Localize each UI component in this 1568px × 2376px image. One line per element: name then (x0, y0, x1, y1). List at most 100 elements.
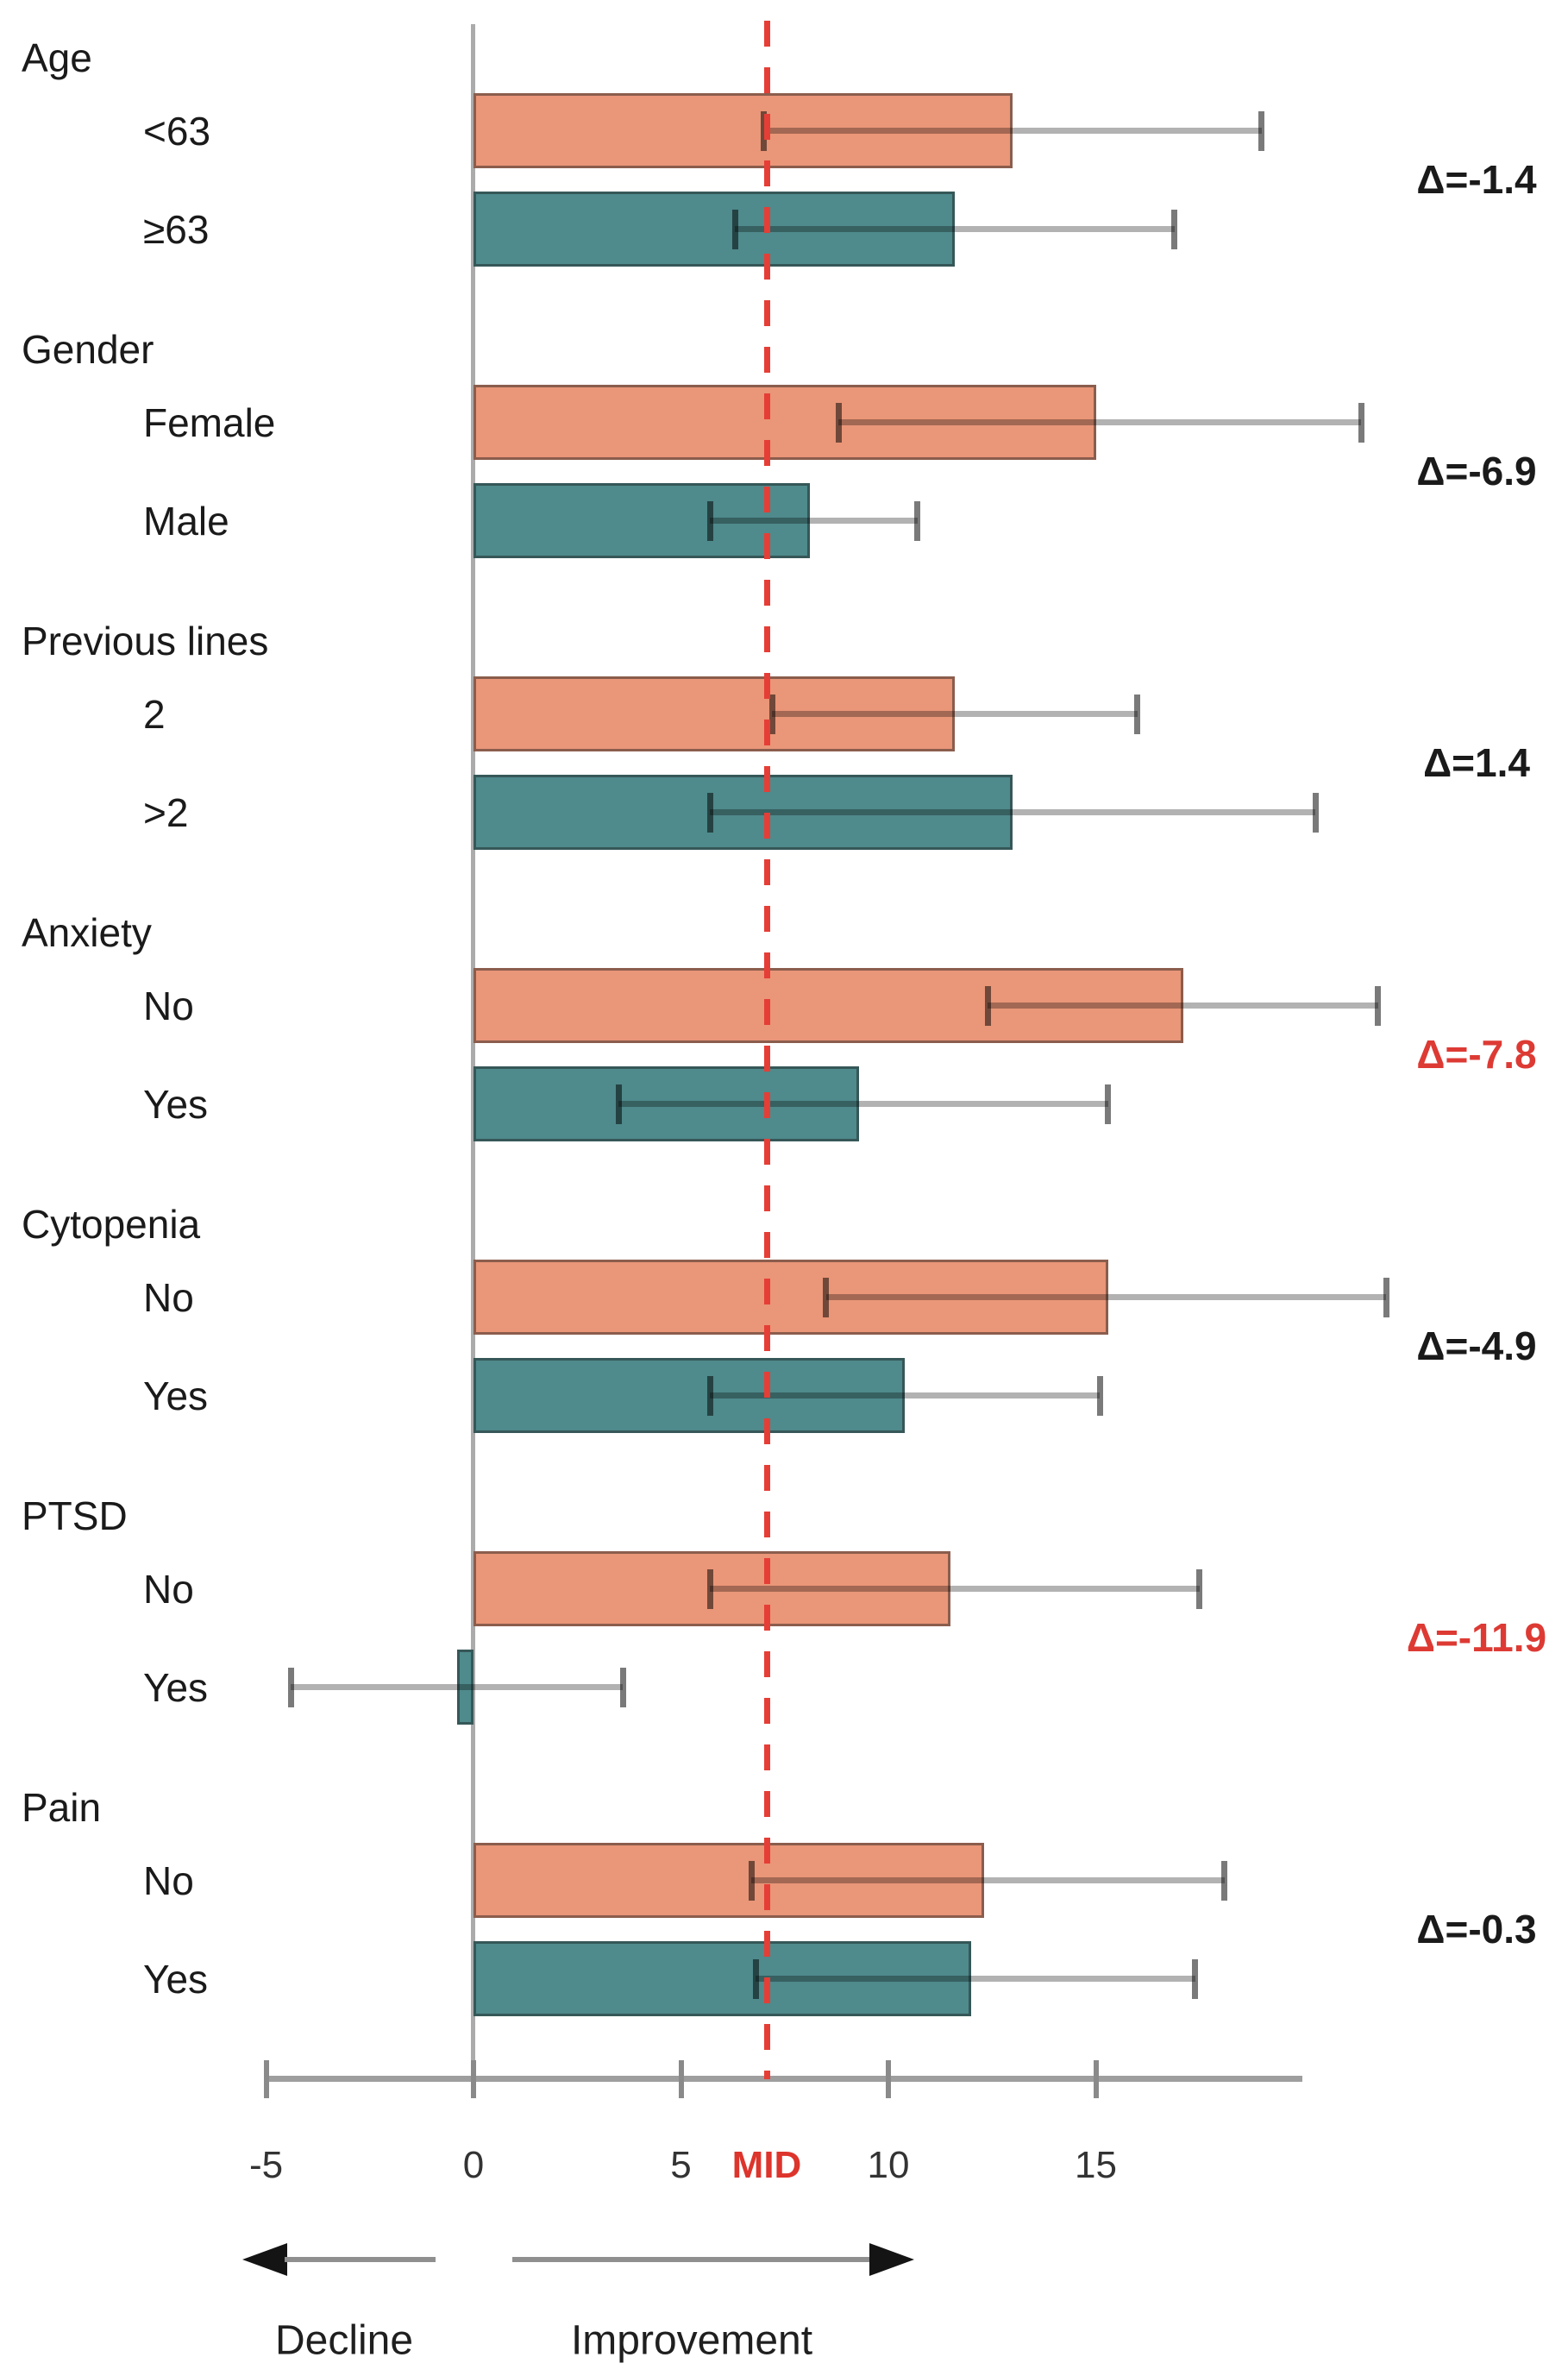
bar-label: Yes (143, 1664, 209, 1710)
mid-reference-line (764, 21, 770, 2079)
error-bar-cap (706, 1568, 713, 1609)
error-bar (710, 809, 1316, 815)
error-bar-cap (1196, 1568, 1203, 1609)
decline-arrowhead-icon (242, 2243, 287, 2276)
bar-label: No (143, 983, 194, 1028)
mid-axis-label: MID (731, 2144, 802, 2186)
error-bar (825, 1294, 1387, 1300)
error-bar (710, 1392, 1101, 1399)
group-label: Previous lines (22, 619, 269, 663)
improvement-label: Improvement (570, 2317, 813, 2364)
error-bar-cap (1105, 1084, 1112, 1124)
delta-label: Δ=-1.4 (1416, 157, 1537, 202)
bar-label: No (143, 1857, 194, 1903)
delta-label: Δ=-0.3 (1416, 1907, 1537, 1952)
group-label: PTSD (22, 1493, 128, 1538)
bar (474, 483, 810, 558)
error-bar-cap (752, 1958, 759, 1999)
error-bar-cap (287, 1667, 294, 1707)
x-axis-line (264, 2076, 1302, 2082)
error-bar (710, 518, 918, 524)
group-label: Age (22, 35, 92, 80)
decline-label: Decline (274, 2317, 414, 2364)
bar (474, 775, 1013, 850)
error-bar-cap (706, 1375, 713, 1416)
error-bar-cap (619, 1667, 626, 1707)
group-label: Gender (22, 327, 154, 372)
delta-label: Δ=-4.9 (1416, 1323, 1537, 1368)
group-label: Anxiety (22, 910, 152, 955)
error-bar (618, 1101, 1108, 1107)
axis-tick (886, 2060, 891, 2098)
error-bar-cap (748, 1860, 755, 1901)
delta-label: Δ=-7.8 (1416, 1032, 1537, 1077)
bar (474, 1066, 860, 1141)
error-bar (838, 419, 1362, 425)
error-bar-cap (1358, 402, 1364, 443)
error-bar (772, 711, 1138, 717)
error-bar (751, 1877, 1225, 1883)
bar-label: >2 (143, 789, 189, 835)
bar-label: 2 (143, 691, 166, 737)
zero-axis-line (471, 24, 475, 2079)
error-bar-cap (1258, 110, 1265, 151)
bar-label: Yes (143, 1956, 209, 2002)
improvement-arrowhead-icon (869, 2243, 914, 2276)
axis-tick-label: 10 (867, 2144, 910, 2186)
error-bar-cap (1096, 1375, 1103, 1416)
bar (474, 1843, 984, 1918)
error-bar-cap (615, 1084, 622, 1124)
bar (474, 1358, 906, 1433)
error-bar (988, 1003, 1378, 1009)
delta-label: Δ=1.4 (1423, 740, 1530, 785)
axis-tick (263, 2060, 269, 2098)
error-bar-cap (761, 110, 768, 151)
bar-label: Male (143, 498, 229, 544)
bar-label: Yes (143, 1373, 209, 1418)
decline-arrow-shaft (285, 2257, 436, 2262)
bar-label: Female (143, 399, 276, 445)
bar (474, 1941, 972, 2016)
error-bar-cap (1312, 792, 1319, 833)
group-label: Cytopenia (22, 1202, 201, 1247)
bar (474, 1551, 951, 1626)
axis-tick (1093, 2060, 1099, 2098)
group-label: Pain (22, 1785, 102, 1830)
bar (474, 1260, 1108, 1335)
error-bar (710, 1586, 1200, 1592)
error-bar-cap (984, 985, 991, 1026)
error-bar-cap (706, 792, 713, 833)
bar-label: <63 (143, 108, 211, 154)
axis-tick-label: 5 (670, 2144, 692, 2186)
error-bar-cap (1134, 694, 1141, 734)
bar-label: No (143, 1566, 194, 1612)
error-bar (291, 1684, 624, 1690)
bar-label: Yes (143, 1081, 209, 1127)
improvement-arrow-shaft (512, 2257, 871, 2262)
bar (474, 192, 955, 267)
error-bar-cap (823, 1277, 830, 1317)
error-bar-cap (914, 500, 921, 541)
error-bar-cap (1171, 209, 1178, 249)
bar (474, 676, 955, 751)
error-bar-cap (1221, 1860, 1228, 1901)
bar-label: No (143, 1274, 194, 1320)
bar-label: ≥63 (143, 206, 210, 252)
error-bar (756, 1976, 1195, 1982)
axis-tick (678, 2060, 684, 2098)
error-bar (735, 226, 1175, 232)
error-bar-cap (1383, 1277, 1389, 1317)
delta-label: Δ=-11.9 (1406, 1615, 1547, 1660)
error-bar-cap (768, 694, 775, 734)
bar (456, 1650, 474, 1725)
error-bar-cap (706, 500, 713, 541)
error-bar (763, 128, 1262, 134)
error-bar-cap (1192, 1958, 1199, 1999)
axis-tick-label: -5 (248, 2144, 284, 2186)
axis-tick-label: 15 (1075, 2144, 1117, 2186)
bar (474, 968, 1183, 1043)
axis-tick-label: 0 (462, 2144, 485, 2186)
bar (474, 93, 1013, 168)
error-bar-cap (835, 402, 842, 443)
